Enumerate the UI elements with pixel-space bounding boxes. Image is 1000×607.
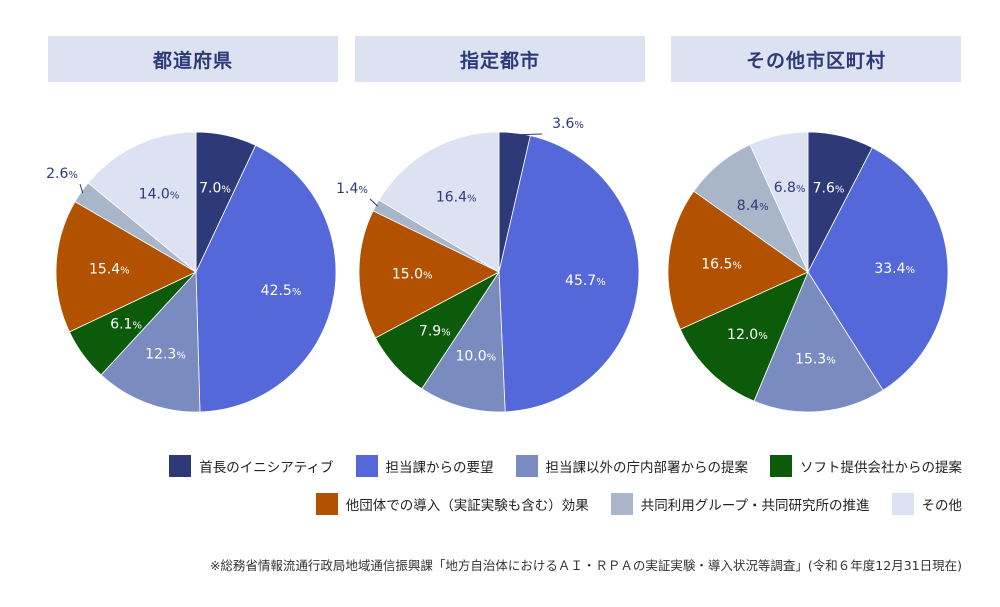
legend-item: 担当課以外の庁内部署からの提案 bbox=[515, 455, 749, 477]
data-label: 7.6% bbox=[813, 181, 845, 197]
data-label: 16.4% bbox=[436, 190, 477, 206]
data-label: 12.0% bbox=[727, 327, 768, 343]
pie-slice bbox=[358, 210, 500, 339]
leader-line bbox=[369, 198, 379, 207]
pie-slice bbox=[753, 271, 884, 413]
legend-row-2: 他団体での導入（実証実験も含む）効果 共同利用グループ・共同研究所の推進 その他 bbox=[0, 493, 1000, 515]
legend-item: ソフト提供会社からの提案 bbox=[770, 455, 962, 477]
legend-swatch bbox=[891, 493, 914, 515]
data-label: 7.9% bbox=[419, 323, 451, 339]
legend-label: 首長のイニシアティブ bbox=[199, 460, 334, 476]
pie-slice bbox=[87, 131, 197, 273]
data-label: 6.8% bbox=[774, 180, 806, 196]
leader-line bbox=[79, 183, 84, 194]
legend-label: 担当課以外の庁内部署からの提案 bbox=[545, 460, 749, 476]
legend-swatch bbox=[315, 493, 338, 515]
pie-slice bbox=[421, 270, 506, 413]
source-note: ※総務省情報流通行政局地域通信振興課「地方自治体におけるＡＩ・ＲＰＡの実証実験・… bbox=[209, 558, 962, 573]
data-label: 16.5% bbox=[701, 257, 742, 273]
legend-label: 他団体での導入（実証実験も含む）効果 bbox=[345, 498, 589, 514]
panel-title-prefectures: 都道府県 bbox=[48, 36, 338, 82]
data-label: 8.4% bbox=[737, 198, 769, 214]
data-label: 14.0% bbox=[139, 187, 180, 203]
data-label: 42.5% bbox=[261, 283, 302, 299]
data-label: 7.0% bbox=[199, 180, 231, 196]
pie-slice bbox=[667, 190, 809, 330]
legend-item: 共同利用グループ・共同研究所の推進 bbox=[610, 493, 870, 515]
pie-slice bbox=[195, 144, 337, 413]
data-label: 33.4% bbox=[874, 261, 915, 277]
legend-label: 共同利用グループ・共同研究所の推進 bbox=[640, 498, 870, 514]
pie-charts: 7.0% 42.5% 12.3%6.1% 15.4% 2.6% 14.0% 3.6% 45.7… bbox=[46, 116, 949, 413]
legend-swatch bbox=[169, 455, 192, 477]
legend-item: 他団体での導入（実証実験も含む）効果 bbox=[315, 493, 589, 515]
legend-swatch bbox=[355, 455, 378, 477]
data-label: 15.0% bbox=[392, 267, 433, 283]
data-label: 2.6% bbox=[46, 166, 78, 182]
legend-item: その他 bbox=[891, 493, 963, 515]
legend-label: ソフト提供会社からの提案 bbox=[800, 460, 962, 476]
pie-slice bbox=[807, 147, 949, 391]
legend-item: 担当課からの要望 bbox=[355, 455, 494, 477]
pie-2: 7.6% 33.4% 15.3% 12.0% 16.5% 8.4% 6.8% bbox=[667, 131, 949, 413]
data-label: 1.4% bbox=[336, 181, 368, 197]
pie-slice bbox=[55, 201, 197, 333]
panel-title-other-municipalities: その他市区町村 bbox=[671, 36, 961, 82]
data-label: 15.4% bbox=[89, 261, 130, 277]
legend-label: 担当課からの要望 bbox=[385, 460, 494, 476]
pie-1: 3.6% 45.7% 10.0%7.9% 15.0% 1.4% 16.4% bbox=[336, 116, 640, 413]
legend-swatch bbox=[770, 455, 792, 477]
data-label: 15.3% bbox=[795, 352, 836, 368]
data-label: 6.1% bbox=[110, 316, 142, 332]
pie-slice bbox=[100, 271, 201, 413]
data-label: 45.7% bbox=[565, 273, 606, 289]
data-label: 3.6% bbox=[552, 116, 584, 132]
data-label: 10.0% bbox=[455, 349, 496, 365]
pie-slice bbox=[378, 131, 500, 273]
panel-title-designated-cities: 指定都市 bbox=[355, 36, 645, 82]
legend-swatch bbox=[515, 455, 538, 477]
pie-slice bbox=[749, 131, 809, 273]
data-label: 12.3% bbox=[145, 346, 186, 362]
legend-swatch bbox=[610, 493, 633, 515]
legend-label: その他 bbox=[921, 498, 963, 514]
legend-item: 首長のイニシアティブ bbox=[169, 455, 334, 477]
pie-slice bbox=[498, 135, 640, 413]
leader-line bbox=[514, 133, 543, 136]
legend-row-1: 首長のイニシアティブ 担当課からの要望 担当課以外の庁内部署からの提案 ソフト提… bbox=[0, 455, 1000, 477]
pie-0: 7.0% 42.5% 12.3%6.1% 15.4% 2.6% 14.0% bbox=[46, 131, 337, 413]
pie-slice bbox=[679, 271, 809, 402]
